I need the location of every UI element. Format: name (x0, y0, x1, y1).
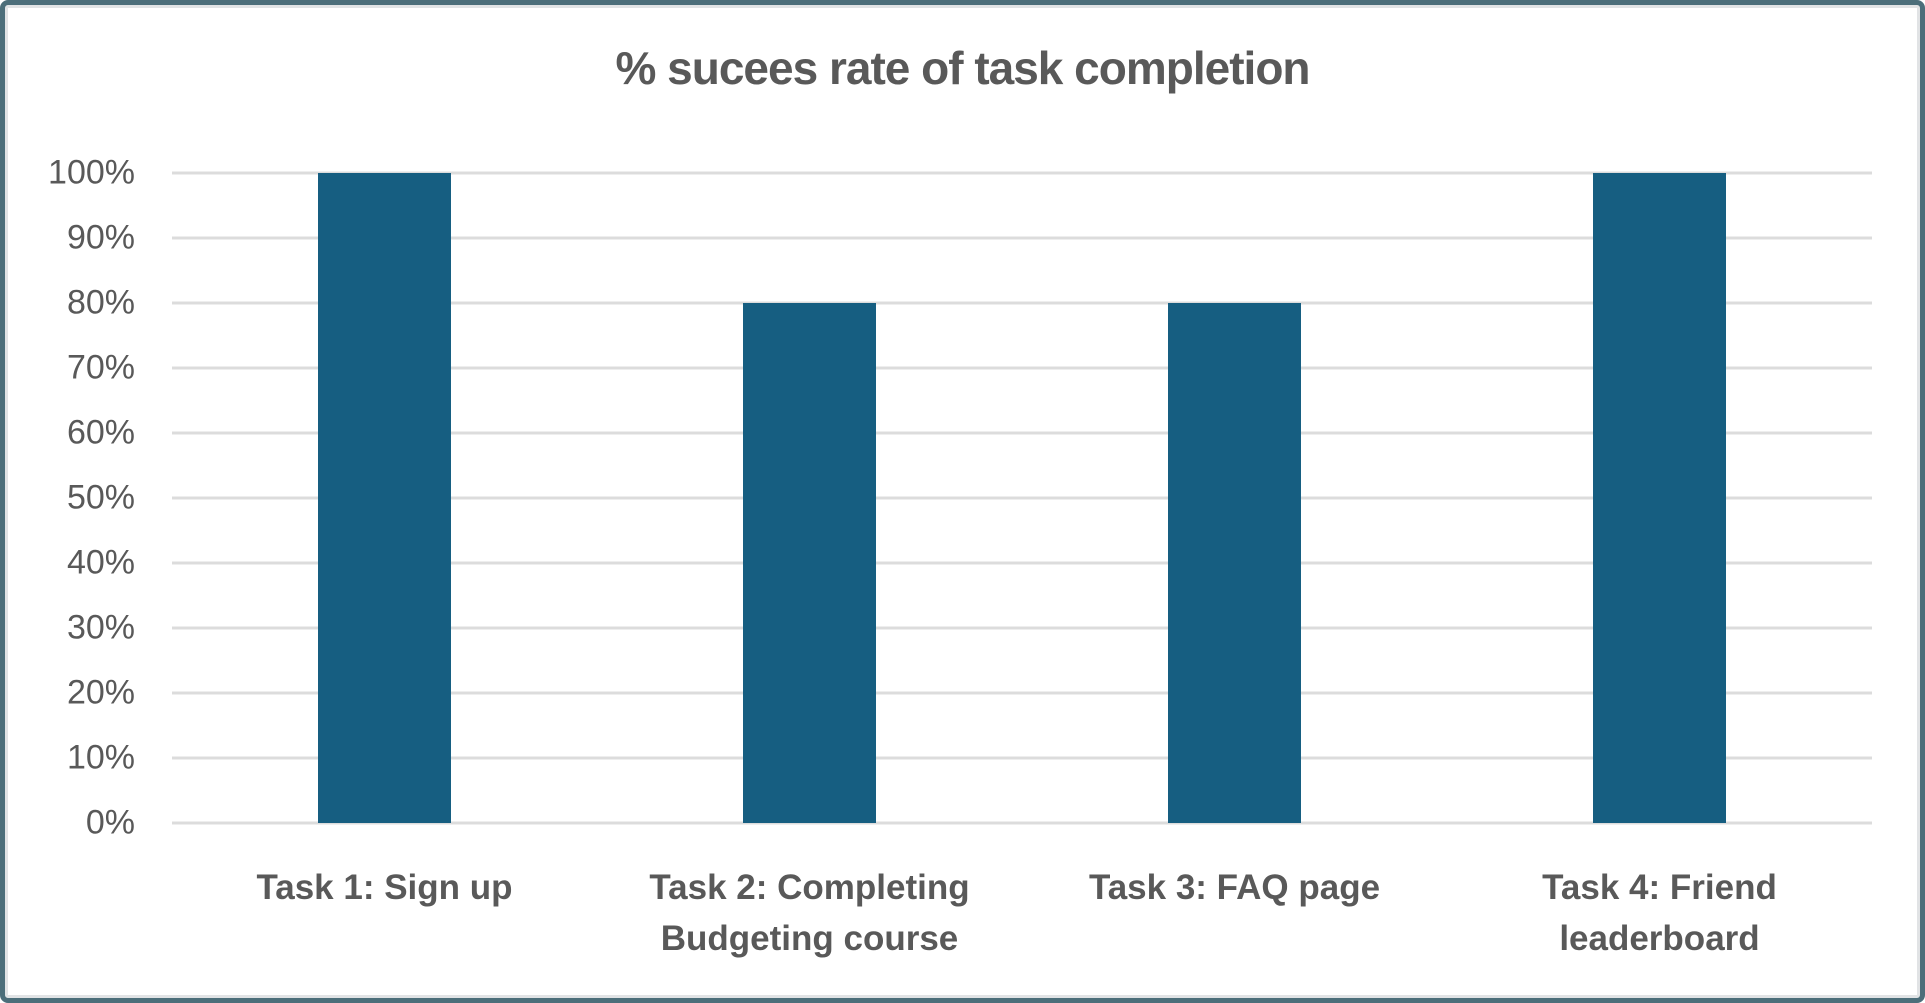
bar-task-2 (743, 303, 876, 823)
plot-area (172, 171, 1872, 825)
y-axis-tick-label: 0% (85, 803, 135, 842)
y-axis: 100% 90% 80% 70% 60% 50% 40% 30% 20% 10% 0% (5, 154, 145, 842)
y-axis-tick-label: 30% (66, 608, 135, 647)
x-axis-category-label: Task 2: Completing Budgeting course (649, 868, 970, 958)
y-axis-tick-label: 90% (66, 218, 135, 257)
y-axis-tick-label: 10% (66, 738, 135, 777)
chart-title: % sucees rate of task completion (615, 42, 1310, 94)
gridline (172, 171, 1872, 175)
y-axis-tick-label: 70% (66, 348, 135, 387)
x-axis-category-label: Task 4: Friend leaderboard (1542, 868, 1777, 958)
y-axis-tick-label: 60% (66, 413, 135, 452)
gridline (172, 366, 1872, 370)
gridline (172, 561, 1872, 565)
x-axis-category-label: Task 1: Sign up (256, 868, 513, 907)
y-axis-tick-label: 40% (66, 543, 135, 582)
gridline (172, 626, 1872, 630)
gridline (172, 301, 1872, 305)
gridline (172, 691, 1872, 695)
x-axis-category-label: Task 3: FAQ page (1088, 868, 1381, 907)
y-axis-tick-label: 20% (66, 673, 135, 712)
bar-task-3 (1168, 303, 1301, 823)
y-axis-tick-label: 80% (66, 283, 135, 322)
bar-task-1 (318, 173, 451, 823)
gridline (172, 431, 1872, 435)
gridline (172, 756, 1872, 760)
y-axis-tick-label: 50% (66, 478, 135, 517)
gridline (172, 821, 1872, 825)
gridline (172, 496, 1872, 500)
gridline (172, 236, 1872, 240)
y-axis-tick-label: 100% (48, 153, 135, 192)
bar-task-4 (1593, 173, 1726, 823)
